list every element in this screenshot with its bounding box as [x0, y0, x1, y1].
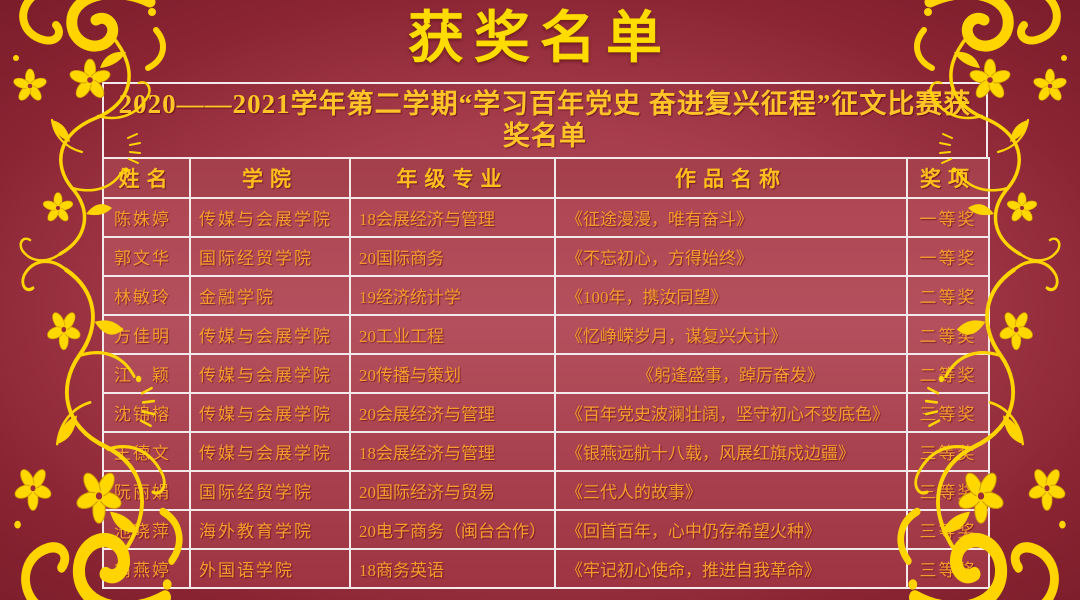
table-row: 江 颖 传媒与会展学院 20传播与策划 《躬逢盛事，踔厉奋发》 二等奖: [102, 352, 990, 394]
cell-award: 三等奖: [906, 547, 990, 589]
cell-name: 池晓萍: [102, 508, 191, 550]
cell-name: 郭文华: [102, 235, 191, 277]
table-row: 阮丽娟 国际经贸学院 20国际经济与贸易 《三代人的故事》 三等奖: [102, 469, 990, 511]
table-row: 陈姝婷 传媒与会展学院 18会展经济与管理 《征途漫漫，唯有奋斗》 一等奖: [102, 196, 990, 238]
cell-work: 《躬逢盛事，踔厉奋发》: [554, 352, 908, 394]
cell-work: 《忆峥嵘岁月，谋复兴大计》: [554, 313, 908, 355]
cell-name: 沈锦榕: [102, 391, 191, 433]
cell-work: 《三代人的故事》: [554, 469, 908, 511]
cell-work: 《100年，携汝同望》: [554, 274, 908, 316]
cell-college: 传媒与会展学院: [189, 352, 351, 394]
table-row: 翁燕婷 外国语学院 18商务英语 《牢记初心使命，推进自我革命》 三等奖: [102, 547, 990, 589]
cell-work: 《百年党史波澜壮阔，坚守初心不变底色》: [554, 391, 908, 433]
cell-award: 三等奖: [906, 469, 990, 511]
cell-college: 国际经贸学院: [189, 469, 351, 511]
cell-award: 一等奖: [906, 196, 990, 238]
cell-award: 三等奖: [906, 391, 990, 433]
cell-college: 传媒与会展学院: [189, 430, 351, 472]
cell-name: 陈姝婷: [102, 196, 191, 238]
table-row: 池晓萍 海外教育学院 20电子商务（闽台合作） 《回首百年，心中仍存希望火种》 …: [102, 508, 990, 550]
header-work-title: 作品名称: [554, 156, 908, 199]
cell-work: 《回首百年，心中仍存希望火种》: [554, 508, 908, 550]
table-row: 方佳明 传媒与会展学院 20工业工程 《忆峥嵘岁月，谋复兴大计》 二等奖: [102, 313, 990, 355]
cell-award: 三等奖: [906, 508, 990, 550]
cell-college: 传媒与会展学院: [189, 196, 351, 238]
award-table: 姓名 学院 年级专业 作品名称 奖项 陈姝婷 传媒与会展学院 18会展经济与管理…: [102, 156, 990, 589]
cell-major: 18会展经济与管理: [349, 430, 556, 472]
cell-major: 20工业工程: [349, 313, 556, 355]
cell-work: 《不忘初心，方得始终》: [554, 235, 908, 277]
table-row: 沈锦榕 传媒与会展学院 20会展经济与管理 《百年党史波澜壮阔，坚守初心不变底色…: [102, 391, 990, 433]
cell-name: 方佳明: [102, 313, 191, 355]
cell-college: 传媒与会展学院: [189, 391, 351, 433]
page-title: 获奖名单: [408, 6, 672, 69]
cell-major: 19经济统计学: [349, 274, 556, 316]
cell-college: 金融学院: [189, 274, 351, 316]
cell-major: 20国际经济与贸易: [349, 469, 556, 511]
table-row: 郭文华 国际经贸学院 20国际商务 《不忘初心，方得始终》 一等奖: [102, 235, 990, 277]
cell-college: 海外教育学院: [189, 508, 351, 550]
cell-award: 二等奖: [906, 313, 990, 355]
table-header-row: 姓名 学院 年级专业 作品名称 奖项: [102, 156, 990, 199]
cell-college: 国际经贸学院: [189, 235, 351, 277]
cell-award: 二等奖: [906, 274, 990, 316]
cell-name: 江 颖: [102, 352, 191, 394]
cell-award: 二等奖: [906, 352, 990, 394]
cell-work: 《牢记初心使命，推进自我革命》: [554, 547, 908, 589]
cell-major: 20会展经济与管理: [349, 391, 556, 433]
cell-major: 20电子商务（闽台合作）: [349, 508, 556, 550]
cell-major: 20传播与策划: [349, 352, 556, 394]
table-row: 王德文 传媒与会展学院 18会展经济与管理 《银燕远航十八载，风展红旗戍边疆》 …: [102, 430, 990, 472]
cell-college: 外国语学院: [189, 547, 351, 589]
header-college: 学院: [189, 156, 351, 199]
cell-award: 三等奖: [906, 430, 990, 472]
contest-subtitle: 2020——2021学年第二学期“学习百年党史 奋进复兴征程”征文比赛获奖名单: [102, 82, 988, 157]
award-panel: 2020——2021学年第二学期“学习百年党史 奋进复兴征程”征文比赛获奖名单 …: [102, 82, 990, 589]
cell-work: 《征途漫漫，唯有奋斗》: [554, 196, 908, 238]
cell-name: 林敏玲: [102, 274, 191, 316]
cell-award: 一等奖: [906, 235, 990, 277]
cell-major: 18会展经济与管理: [349, 196, 556, 238]
header-award: 奖项: [906, 156, 990, 199]
cell-major: 20国际商务: [349, 235, 556, 277]
cell-college: 传媒与会展学院: [189, 313, 351, 355]
header-name: 姓名: [102, 156, 191, 199]
table-body: 陈姝婷 传媒与会展学院 18会展经济与管理 《征途漫漫，唯有奋斗》 一等奖 郭文…: [102, 196, 990, 589]
header-major: 年级专业: [349, 156, 556, 199]
cell-major: 18商务英语: [349, 547, 556, 589]
cell-name: 阮丽娟: [102, 469, 191, 511]
cell-name: 翁燕婷: [102, 547, 191, 589]
cell-work: 《银燕远航十八载，风展红旗戍边疆》: [554, 430, 908, 472]
table-row: 林敏玲 金融学院 19经济统计学 《100年，携汝同望》 二等奖: [102, 274, 990, 316]
cell-name: 王德文: [102, 430, 191, 472]
